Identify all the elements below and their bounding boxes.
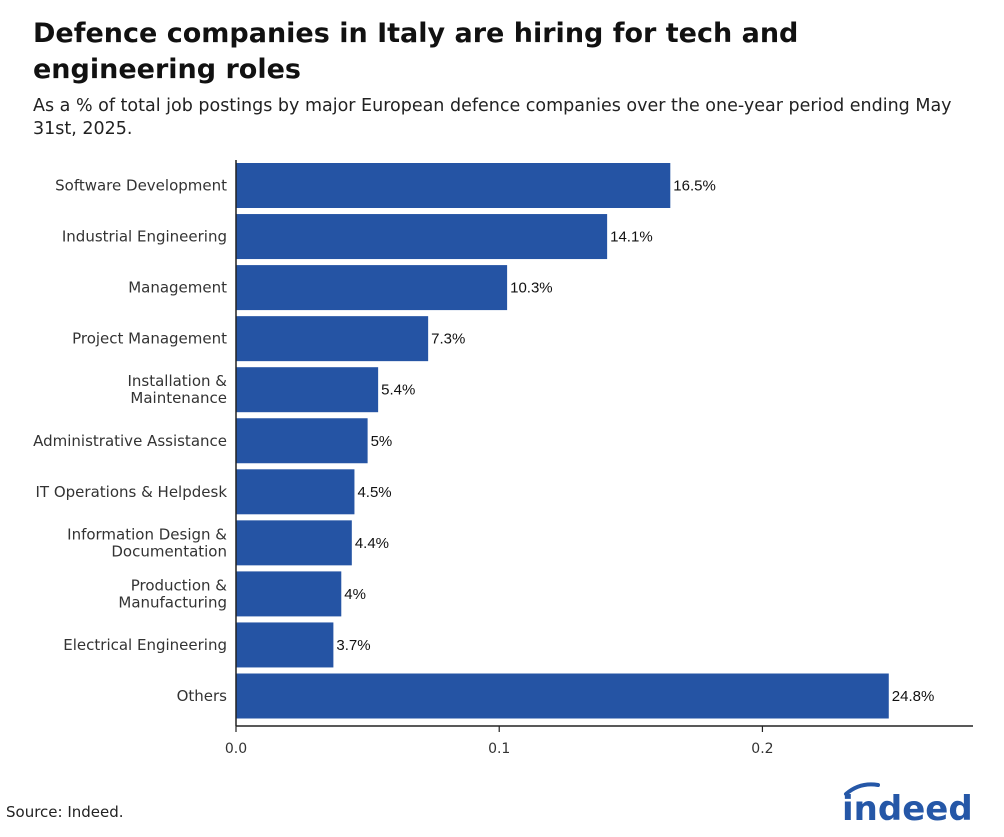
value-label-3: 7.3% (431, 331, 465, 348)
category-labels: Software Development Industrial Engineeri… (33, 177, 227, 706)
bar-4 (236, 367, 379, 413)
bar-8 (236, 571, 342, 617)
chart-title: Defence companies in Italy are hiring fo… (33, 18, 799, 85)
x-axis-ticks: 0.0 0.1 0.2 (225, 726, 774, 757)
value-label-4: 5.4% (381, 382, 415, 399)
bars-group (236, 163, 889, 719)
bar-3 (236, 316, 429, 362)
bar-6 (236, 469, 355, 515)
indeed-logo[interactable]: indeed (838, 780, 988, 826)
logo-wordmark: indeed (842, 789, 973, 826)
value-label-0: 16.5% (673, 178, 716, 195)
value-label-1: 14.1% (610, 229, 653, 246)
category-label-10: Others (177, 687, 228, 705)
category-label-5: Administrative Assistance (33, 432, 227, 450)
value-label-5: 5% (371, 433, 393, 450)
bar-5 (236, 418, 368, 464)
value-label-10: 24.8% (892, 688, 935, 705)
category-label-9: Electrical Engineering (63, 636, 227, 654)
bar-7 (236, 520, 352, 566)
category-label-6: IT Operations & Helpdesk (36, 483, 228, 501)
value-label-2: 10.3% (510, 280, 553, 297)
value-label-9: 3.7% (336, 637, 370, 654)
x-tick-label-0: 0.0 (225, 741, 247, 757)
category-label-3: Project Management (72, 330, 227, 348)
category-label-1: Industrial Engineering (62, 228, 227, 246)
bar-10 (236, 673, 889, 719)
source-note: Source: Indeed. (6, 803, 124, 821)
value-label-8: 4% (344, 586, 366, 603)
logo-arc-icon (844, 782, 880, 796)
category-label-8: Production & Manufacturing (118, 576, 227, 611)
category-label-2: Management (128, 279, 227, 297)
value-label-6: 4.5% (357, 484, 391, 501)
value-label-7: 4.4% (355, 535, 389, 552)
category-label-7: Information Design & Documentation (67, 525, 227, 560)
chart-subtitle: As a % of total job postings by major Eu… (33, 96, 952, 139)
x-tick-label-1: 0.1 (488, 741, 510, 757)
x-tick-label-2: 0.2 (751, 741, 773, 757)
bar-1 (236, 214, 608, 260)
bar-chart: Software Development Industrial Engineeri… (33, 160, 973, 757)
category-label-4: Installation & Maintenance (127, 372, 227, 407)
value-labels: 16.5% 14.1% 10.3% 7.3% 5.4% 5% 4.5% 4.4% 4% 3.7% 2… (336, 178, 934, 706)
category-label-0: Software Development (55, 177, 227, 195)
bar-0 (236, 163, 671, 208)
bar-9 (236, 622, 334, 668)
bar-2 (236, 265, 508, 311)
